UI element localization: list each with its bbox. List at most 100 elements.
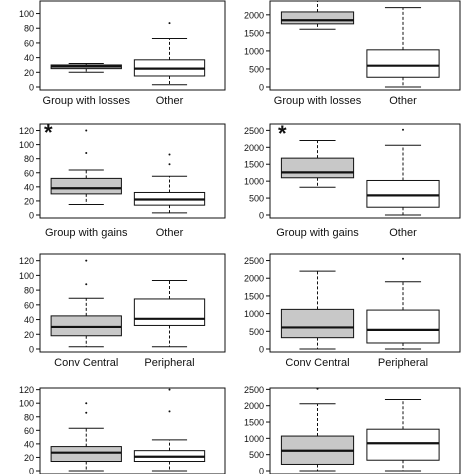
outlier-point — [85, 259, 88, 262]
panel-row2-right: 0 500 1000 1500 2000 2500 Group with gains Othe… — [244, 121, 461, 239]
x-category-label: Other — [156, 95, 184, 107]
box-peripheral — [133, 280, 206, 348]
y-tick-label: 2000 — [244, 274, 264, 284]
box-series-1 — [50, 402, 122, 472]
plot-frame — [39, 0, 226, 91]
outlier-point — [402, 128, 404, 131]
x-category-label: Group with gains — [45, 227, 128, 239]
iqr-box — [366, 49, 440, 78]
y-tick-label: 0 — [259, 467, 264, 474]
y-tick-label: 60 — [24, 168, 34, 178]
y-tick-label: 20 — [24, 68, 34, 78]
panel-row4-right: 0 500 1000 1500 2000 2500 — [244, 385, 461, 474]
panel-row3-right: 0 500 1000 1500 2000 2500 Conv Central Peripher… — [244, 253, 461, 369]
outlier-point — [402, 257, 404, 260]
y-tick-label: 0 — [29, 83, 34, 93]
x-category-label: Group with losses — [43, 95, 131, 107]
y-tick-label: 80 — [24, 286, 34, 296]
iqr-box — [366, 428, 440, 461]
box-group-with-gains — [50, 129, 122, 205]
y-tick-label: 20 — [24, 453, 34, 463]
panel-row1-right: 0 500 1000 1500 2000 Group with losses Other — [244, 0, 461, 107]
y-tick-label: 80 — [24, 412, 34, 422]
outlier-point — [316, 388, 319, 390]
x-category-label: Other — [389, 227, 417, 239]
y-tick-label: 2500 — [244, 256, 264, 266]
panel-row2-left: 0 20 40 60 80 100 120 Group with gains Other * — [19, 120, 226, 239]
iqr-box — [133, 298, 206, 326]
y-tick-label: 2000 — [244, 401, 264, 411]
iqr-box — [50, 446, 122, 463]
outlier-point — [168, 153, 171, 156]
box-conv-central — [280, 270, 355, 350]
x-category-label: Other — [156, 227, 184, 239]
y-tick-label: 2000 — [244, 10, 264, 20]
y-tick-label: 80 — [24, 24, 34, 34]
y-tick-label: 20 — [24, 330, 34, 340]
box-other — [133, 22, 206, 86]
y-tick-label: 60 — [24, 426, 34, 436]
box-peripheral — [366, 257, 440, 350]
outlier-point — [85, 152, 88, 155]
y-tick-label: 120 — [19, 256, 34, 266]
y-tick-label: 1000 — [244, 434, 264, 444]
cropped-marker: * — [276, 0, 284, 11]
box-other — [133, 153, 206, 214]
box-group-with-losses — [50, 62, 122, 73]
x-category-label: Group with losses — [274, 95, 362, 107]
iqr-box — [280, 11, 355, 25]
plot-frame — [269, 123, 461, 219]
iqr-box — [50, 177, 122, 195]
y-tick-label: 500 — [249, 64, 264, 74]
plot-frame — [269, 0, 461, 91]
plot-frame — [39, 253, 226, 353]
outlier-point — [85, 411, 88, 414]
y-tick-label: 60 — [24, 38, 34, 48]
box-series-2 — [366, 398, 440, 472]
x-category-label: Peripheral — [144, 357, 194, 369]
x-category-label: Conv Central — [285, 357, 349, 369]
y-tick-label: 2500 — [244, 126, 264, 136]
iqr-box — [366, 179, 440, 208]
panel-row1-left: 0 20 40 60 80 100 Group with losses Other — [19, 0, 226, 107]
y-tick-label: 80 — [24, 154, 34, 164]
y-tick-label: 20 — [24, 196, 34, 206]
y-tick-label: 1000 — [244, 177, 264, 187]
y-tick-label: 100 — [19, 9, 34, 19]
y-tick-label: 500 — [249, 327, 264, 337]
plot-frame — [269, 387, 461, 474]
y-tick-label: 40 — [24, 439, 34, 449]
iqr-box — [280, 308, 355, 339]
y-tick-label: 2500 — [244, 385, 264, 395]
x-category-label: Other — [389, 95, 417, 107]
outlier-point — [168, 388, 171, 391]
x-category-label: Peripheral — [378, 357, 428, 369]
y-tick-label: 1500 — [244, 291, 264, 301]
y-tick-label: 2000 — [244, 143, 264, 153]
x-category-label: Conv Central — [54, 357, 118, 369]
y-tick-label: 100 — [19, 140, 34, 150]
y-tick-label: 100 — [19, 399, 34, 409]
outlier-point — [85, 283, 88, 286]
plot-frame — [39, 123, 226, 219]
significance-marker: * — [44, 120, 53, 145]
box-group-with-losses — [280, 1, 355, 30]
y-tick-label: 1000 — [244, 309, 264, 319]
box-conv-central — [50, 259, 122, 348]
y-tick-label: 0 — [259, 345, 264, 355]
box-series-2 — [133, 388, 206, 472]
box-series-1 — [280, 388, 355, 472]
iqr-box — [280, 157, 355, 179]
plot-frame — [269, 253, 461, 353]
iqr-box — [366, 309, 440, 344]
y-tick-label: 40 — [24, 53, 34, 63]
y-tick-label: 500 — [249, 450, 264, 460]
y-tick-label: 120 — [19, 126, 34, 136]
outlier-point — [85, 402, 88, 405]
y-tick-label: 100 — [19, 271, 34, 281]
y-tick-label: 40 — [24, 182, 34, 192]
box-other — [366, 128, 440, 216]
y-tick-label: 0 — [29, 345, 34, 355]
outlier-point — [85, 129, 88, 132]
